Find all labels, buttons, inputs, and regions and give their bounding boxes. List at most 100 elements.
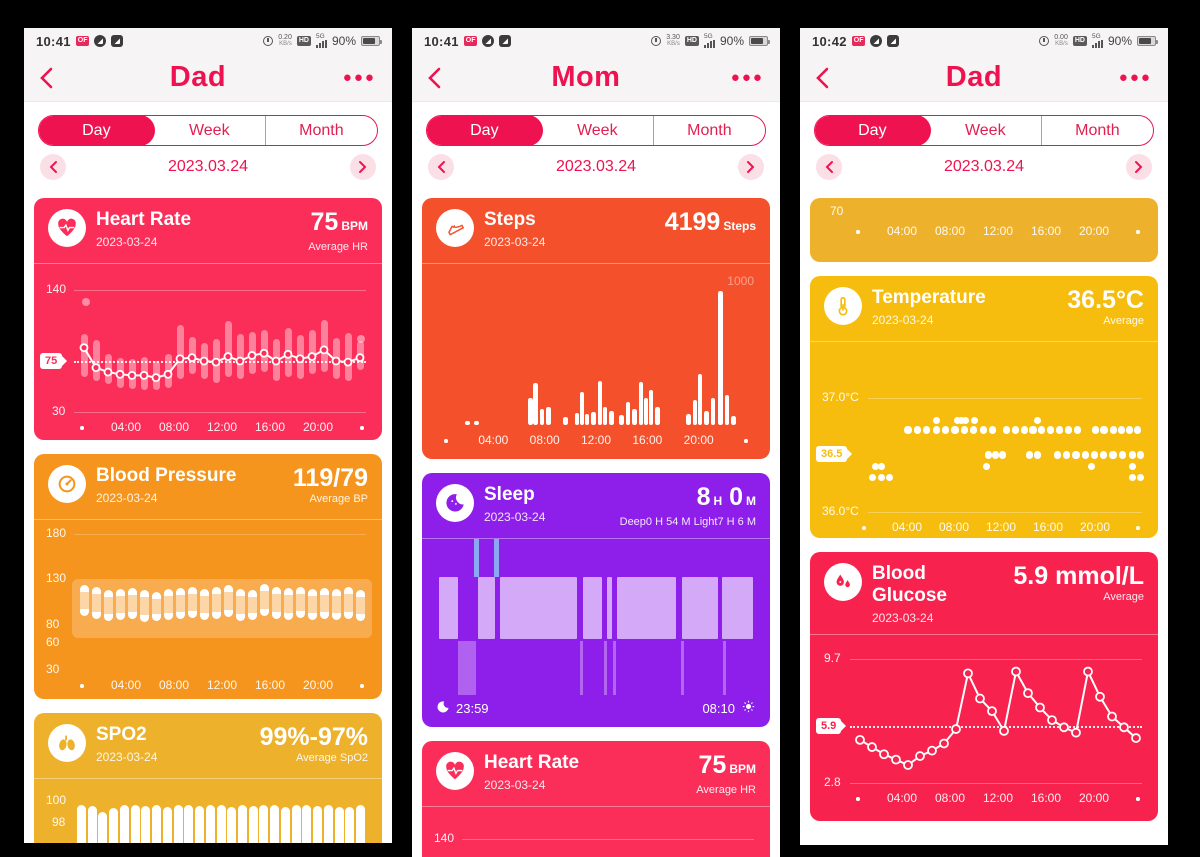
card-date: 2023-03-24 — [484, 235, 546, 249]
card-header: Blood Pressure 2023-03-24 119/79 Average… — [34, 454, 382, 520]
phone-screenshot-mom: 10:41 OF 3.30 KB/s HD 5G 90% Mom ●●● Day … — [412, 28, 780, 857]
current-date: 2023.03.24 — [943, 158, 1025, 175]
card-title: Heart Rate — [484, 752, 580, 773]
card-subtitle: Average — [1103, 591, 1144, 603]
more-menu-button[interactable]: ●●● — [1118, 69, 1152, 86]
title-bar: Dad ●●● — [24, 54, 392, 102]
page-title: Dad — [169, 61, 227, 93]
prev-date-button[interactable] — [40, 154, 66, 180]
tab-month[interactable]: Month — [652, 116, 765, 145]
spo2-card-partial[interactable]: 70 04:00 08:00 12:00 16:00 20:00 — [810, 198, 1158, 262]
battery-icon — [749, 36, 770, 46]
page-title: Mom — [551, 61, 621, 93]
tab-month[interactable]: Month — [1040, 116, 1153, 145]
heart-rate-chart: 140 — [422, 807, 770, 857]
hd-icon: HD — [684, 36, 699, 46]
blood-glucose-icon — [824, 563, 862, 601]
card-title: Blood Glucose — [872, 563, 947, 606]
tab-day[interactable]: Day — [427, 116, 543, 145]
card-value: 5.9 mmol/L — [1013, 562, 1144, 590]
spo2-chart: 100 98 — [34, 779, 382, 843]
shortcut-icon — [887, 35, 900, 47]
sleep-minutes: 0 — [729, 483, 743, 511]
card-unit: BPM — [729, 762, 756, 776]
app-badge-icon: OF — [75, 36, 90, 46]
heart-rate-card[interactable]: Heart Rate 2023-03-24 75 BPM Average HR 1… — [422, 741, 770, 857]
network-speed: 0.00 KB/s — [1054, 34, 1068, 47]
steps-card[interactable]: Steps 2023-03-24 4199 Steps 1000 04:00 08:0… — [422, 198, 770, 459]
title-bar: Dad ●●● — [800, 54, 1168, 102]
tab-day[interactable]: Day — [39, 116, 155, 145]
sleep-light: Light7 H 6 M — [693, 516, 756, 528]
card-title: Sleep — [484, 484, 535, 505]
temperature-chart: 37.0°C 36.0°C 36.5 04:00 08:00 12:00 16:00 20:0… — [810, 342, 1158, 538]
card-header: Temperature 2023-03-24 36.5°C Average — [810, 276, 1158, 342]
app-badge-icon: OF — [851, 36, 866, 46]
date-navigator: 2023.03.24 — [24, 146, 392, 184]
heart-rate-chart: 140 30 75 04:00 08:00 12:00 16:00 20:00 — [34, 264, 382, 440]
card-date: 2023-03-24 — [96, 235, 158, 249]
card-title: Temperature — [872, 287, 986, 308]
back-button[interactable] — [40, 67, 53, 89]
tab-month[interactable]: Month — [264, 116, 377, 145]
spo2-icon — [48, 724, 86, 762]
card-date: 2023-03-24 — [484, 510, 546, 524]
phone-screenshot-dad-2: 10:42 OF 0.00 KB/s HD 5G 90% Dad ●●● Day … — [800, 28, 1168, 845]
next-date-button[interactable] — [349, 154, 376, 180]
status-bar: 10:41 OF 3.30 KB/s HD 5G 90% — [412, 28, 780, 54]
more-menu-button[interactable]: ●●● — [730, 69, 764, 86]
next-date-button[interactable] — [737, 154, 764, 180]
alarm-icon — [263, 36, 274, 46]
card-date: 2023-03-24 — [484, 778, 546, 792]
sleep-chart: 23:59 08:10 — [422, 539, 770, 727]
card-title: Steps — [484, 209, 536, 230]
spo2-card[interactable]: SPO2 2023-03-24 99%-97% Average SpO2 100… — [34, 713, 382, 843]
app-badge-icon: OF — [463, 36, 478, 46]
status-bar: 10:41 OF 0.20 KB/s HD 5G 90% — [24, 28, 392, 54]
card-value: 99%-97% — [259, 723, 368, 751]
prev-date-button[interactable] — [428, 154, 454, 180]
back-button[interactable] — [428, 67, 441, 89]
battery-percent: 90% — [331, 34, 356, 48]
back-button[interactable] — [816, 67, 829, 89]
tab-week[interactable]: Week — [576, 121, 618, 139]
card-date: 2023-03-24 — [96, 750, 158, 764]
compass-icon — [482, 35, 495, 47]
card-date: 2023-03-24 — [872, 611, 934, 625]
temperature-card[interactable]: Temperature 2023-03-24 36.5°C Average 37… — [810, 276, 1158, 538]
card-date: 2023-03-24 — [96, 491, 158, 505]
prev-date-button[interactable] — [816, 154, 842, 180]
battery-icon — [361, 36, 382, 46]
next-date-button[interactable] — [1125, 154, 1152, 180]
date-navigator: 2023.03.24 — [800, 146, 1168, 184]
tab-week[interactable]: Week — [964, 121, 1006, 139]
more-menu-button[interactable]: ●●● — [342, 69, 376, 86]
sun-icon — [741, 699, 756, 717]
heart-rate-icon — [48, 209, 86, 247]
heart-rate-card[interactable]: Heart Rate 2023-03-24 75 BPM Average HR 1… — [34, 198, 382, 440]
sleep-moon-icon — [436, 484, 474, 522]
hd-icon: HD — [1072, 36, 1087, 46]
blood-pressure-card[interactable]: Blood Pressure 2023-03-24 119/79 Average… — [34, 454, 382, 699]
alarm-icon — [651, 36, 662, 46]
card-header: Heart Rate 2023-03-24 75 BPM Average HR — [422, 741, 770, 807]
tab-day[interactable]: Day — [815, 116, 931, 145]
sleep-hours: 8 — [696, 483, 711, 511]
card-value: 4199 — [664, 208, 721, 236]
status-bar: 10:42 OF 0.00 KB/s HD 5G 90% — [800, 28, 1168, 54]
compass-icon — [870, 35, 883, 47]
sleep-deep: Deep0 H 54 M — [619, 516, 691, 528]
tab-week[interactable]: Week — [188, 121, 230, 139]
steps-chart: 1000 04:00 08:00 12:00 16:00 20:00 — [422, 264, 770, 459]
blood-glucose-card[interactable]: Blood Glucose 2023-03-24 5.9 mmol/L Aver… — [810, 552, 1158, 821]
blood-pressure-icon — [48, 465, 86, 503]
card-subtitle: Average SpO2 — [296, 752, 368, 764]
battery-icon — [1137, 36, 1158, 46]
signal-icon: 5G — [703, 33, 715, 48]
partial-card-axis: 70 04:00 08:00 12:00 16:00 20:00 — [810, 198, 1158, 262]
status-time: 10:41 — [424, 33, 459, 49]
network-speed: 3.30 KB/s — [666, 34, 680, 47]
card-unit: Steps — [723, 219, 756, 233]
date-navigator: 2023.03.24 — [412, 146, 780, 184]
